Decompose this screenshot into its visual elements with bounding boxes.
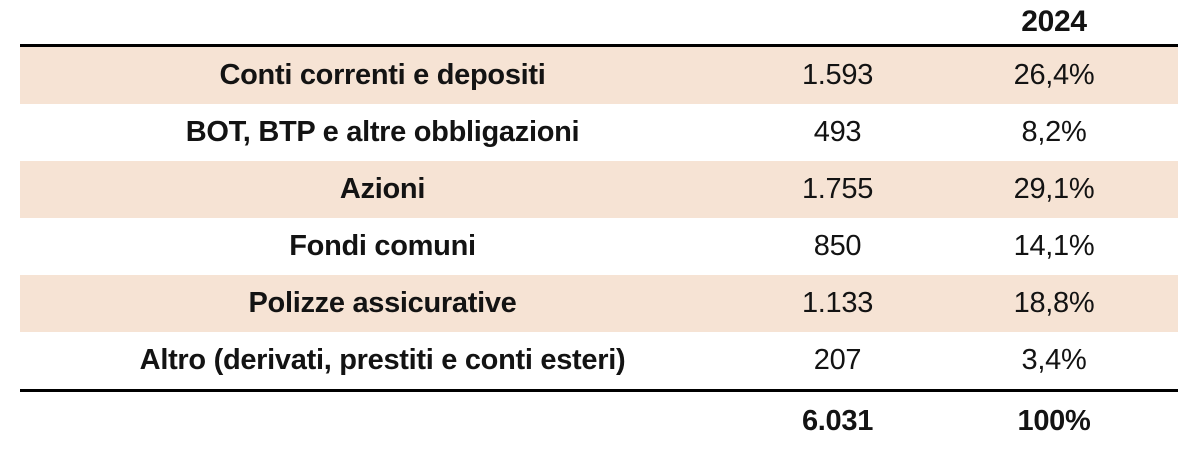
row-label: Fondi comuni bbox=[289, 230, 476, 262]
row-value: 1.133 bbox=[801, 287, 874, 319]
row-label: Azioni bbox=[339, 173, 426, 205]
row-pct: 26,4% bbox=[1013, 59, 1095, 91]
row-label: Conti correnti e depositi bbox=[219, 59, 546, 91]
total-pct: 100% bbox=[1017, 404, 1091, 437]
row-value: 1.755 bbox=[801, 173, 874, 205]
column-header-year: 2024 bbox=[1021, 5, 1087, 38]
table-total-row: 6.031 100% bbox=[20, 389, 1178, 450]
row-value: 207 bbox=[813, 344, 862, 376]
row-pct: 18,8% bbox=[1013, 287, 1095, 319]
table-row: Azioni 1.755 29,1% bbox=[20, 161, 1178, 218]
row-value: 493 bbox=[813, 116, 862, 148]
table-row: Conti correnti e depositi 1.593 26,4% bbox=[20, 47, 1178, 104]
row-pct: 29,1% bbox=[1013, 173, 1095, 205]
row-label: Altro (derivati, prestiti e conti esteri… bbox=[139, 344, 626, 376]
row-value: 850 bbox=[813, 230, 862, 262]
row-pct: 3,4% bbox=[1021, 344, 1087, 376]
row-value: 1.593 bbox=[801, 59, 874, 91]
table-row: Fondi comuni 850 14,1% bbox=[20, 218, 1178, 275]
table-row: BOT, BTP e altre obbligazioni 493 8,2% bbox=[20, 104, 1178, 161]
row-label: Polizze assicurative bbox=[248, 287, 517, 319]
table-row: Altro (derivati, prestiti e conti esteri… bbox=[20, 332, 1178, 389]
table-header-row: 2024 bbox=[20, 0, 1178, 47]
financial-assets-table: 2024 Conti correnti e depositi 1.593 26,… bbox=[20, 0, 1178, 450]
row-pct: 14,1% bbox=[1013, 230, 1095, 262]
row-label: BOT, BTP e altre obbligazioni bbox=[185, 116, 580, 148]
table-row: Polizze assicurative 1.133 18,8% bbox=[20, 275, 1178, 332]
total-value: 6.031 bbox=[801, 404, 874, 437]
row-pct: 8,2% bbox=[1021, 116, 1087, 148]
